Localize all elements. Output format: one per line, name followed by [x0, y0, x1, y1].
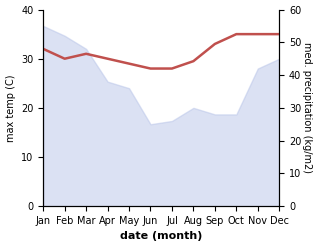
X-axis label: date (month): date (month)	[120, 231, 203, 242]
Y-axis label: med. precipitation (kg/m2): med. precipitation (kg/m2)	[302, 42, 313, 173]
Y-axis label: max temp (C): max temp (C)	[5, 74, 16, 142]
